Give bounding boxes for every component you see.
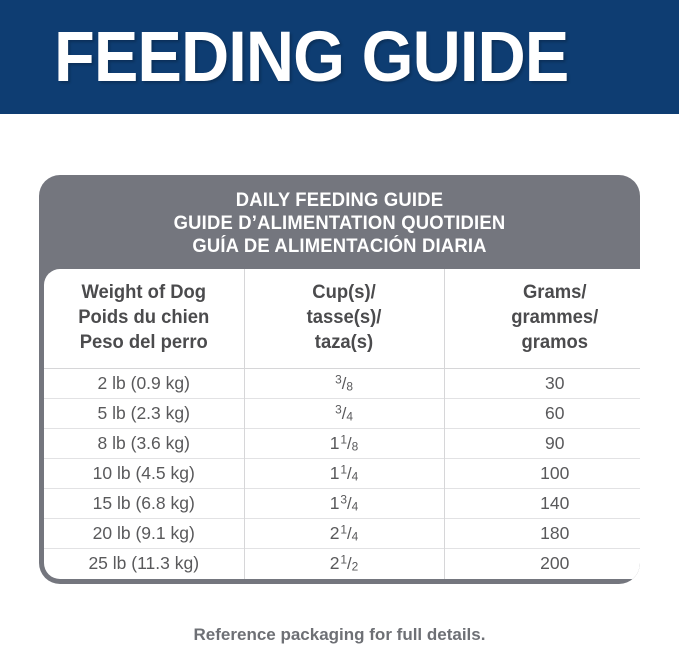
table-row: 2 lb (0.9 kg) 3/8 30 <box>44 368 640 399</box>
cell-weight: 20 lb (9.1 kg) <box>44 518 244 549</box>
cell-grams: 100 <box>443 458 640 489</box>
cell-cups: 3/8 <box>243 368 444 399</box>
cell-cups: 11/4 <box>243 458 444 489</box>
cell-cups: 3/4 <box>243 398 444 429</box>
fraction-value: 21/2 <box>329 552 359 574</box>
cell-grams: 200 <box>443 548 640 579</box>
footer-note: Reference packaging for full details. <box>193 624 486 644</box>
cell-cups: 21/2 <box>243 548 444 579</box>
table-row: 5 lb (2.3 kg) 3/4 60 <box>44 398 640 429</box>
fraction-value: 13/4 <box>329 492 359 514</box>
page-title: FEEDING GUIDE <box>54 17 569 97</box>
table-row: 10 lb (4.5 kg) 11/4 100 <box>44 458 640 489</box>
cell-weight: 10 lb (4.5 kg) <box>44 458 244 489</box>
cell-cups: 11/8 <box>243 428 444 459</box>
fraction-value: 3/4 <box>335 402 353 424</box>
column-header-weight-en: Weight of Dog <box>81 282 207 303</box>
table-row: 15 lb (6.8 kg) 13/4 140 <box>44 488 640 519</box>
cell-cups: 21/4 <box>243 518 444 549</box>
column-header-weight-fr: Poids du chien <box>78 307 210 328</box>
panel-header-line-fr: GUIDE D’ALIMENTATION QUOTIDIEN <box>173 213 506 234</box>
column-header-weight: Weight of Dog Poids du chien Peso del pe… <box>47 269 241 369</box>
table-row: 25 lb (11.3 kg) 21/2 200 <box>44 548 640 579</box>
cell-grams: 140 <box>443 488 640 519</box>
cell-grams: 30 <box>443 368 640 399</box>
column-header-cups-en: Cup(s)/ <box>312 282 376 303</box>
cell-grams: 90 <box>443 428 640 459</box>
column-header-cups-fr: tasse(s)/ <box>306 307 382 328</box>
panel-header-line-en: DAILY FEEDING GUIDE <box>235 190 444 211</box>
fraction-value: 11/4 <box>329 462 359 484</box>
panel-header-line-es: GUÍA DE ALIMENTACIÓN DIARIA <box>192 236 487 257</box>
cell-weight: 25 lb (11.3 kg) <box>44 548 244 579</box>
fraction-value: 11/8 <box>329 432 359 454</box>
table-header-row: Weight of Dog Poids du chien Peso del pe… <box>44 269 640 369</box>
column-header-grams-fr: grammes/ <box>511 307 599 328</box>
column-header-cups: Cup(s)/ tasse(s)/ taza(s) <box>246 269 441 369</box>
cell-grams: 60 <box>443 398 640 429</box>
fraction-value: 3/8 <box>335 372 353 394</box>
cell-grams: 180 <box>443 518 640 549</box>
column-header-weight-es: Peso del perro <box>79 332 208 353</box>
column-header-grams-en: Grams/ <box>522 282 587 303</box>
table-body: 2 lb (0.9 kg) 3/8 30 5 lb (2.3 kg) 3/4 60 8 lb… <box>44 368 640 579</box>
table-row: 20 lb (9.1 kg) 21/4 180 <box>44 518 640 549</box>
cell-weight: 15 lb (6.8 kg) <box>44 488 244 519</box>
cell-weight: 8 lb (3.6 kg) <box>44 428 244 459</box>
feeding-guide-banner: FEEDING GUIDE <box>0 0 679 114</box>
fraction-value: 21/4 <box>329 522 359 544</box>
cell-cups: 13/4 <box>243 488 444 519</box>
table-row: 8 lb (3.6 kg) 11/8 90 <box>44 428 640 459</box>
feeding-guide-panel-wrapper: DAILY FEEDING GUIDE GUIDE D’ALIMENTATION… <box>0 114 679 584</box>
cell-weight: 5 lb (2.3 kg) <box>44 398 244 429</box>
column-header-grams-es: gramos <box>521 332 589 353</box>
cell-weight: 2 lb (0.9 kg) <box>97 373 190 393</box>
feeding-guide-panel: DAILY FEEDING GUIDE GUIDE D’ALIMENTATION… <box>39 175 640 584</box>
footer: Reference packaging for full details. <box>0 584 679 645</box>
panel-header: DAILY FEEDING GUIDE GUIDE D’ALIMENTATION… <box>44 180 635 269</box>
column-header-grams: Grams/ grammes/ gramos <box>446 269 640 369</box>
table-head: Weight of Dog Poids du chien Peso del pe… <box>44 269 640 369</box>
column-header-cups-es: taza(s) <box>314 332 374 353</box>
feeding-guide-table: Weight of Dog Poids du chien Peso del pe… <box>44 269 640 579</box>
